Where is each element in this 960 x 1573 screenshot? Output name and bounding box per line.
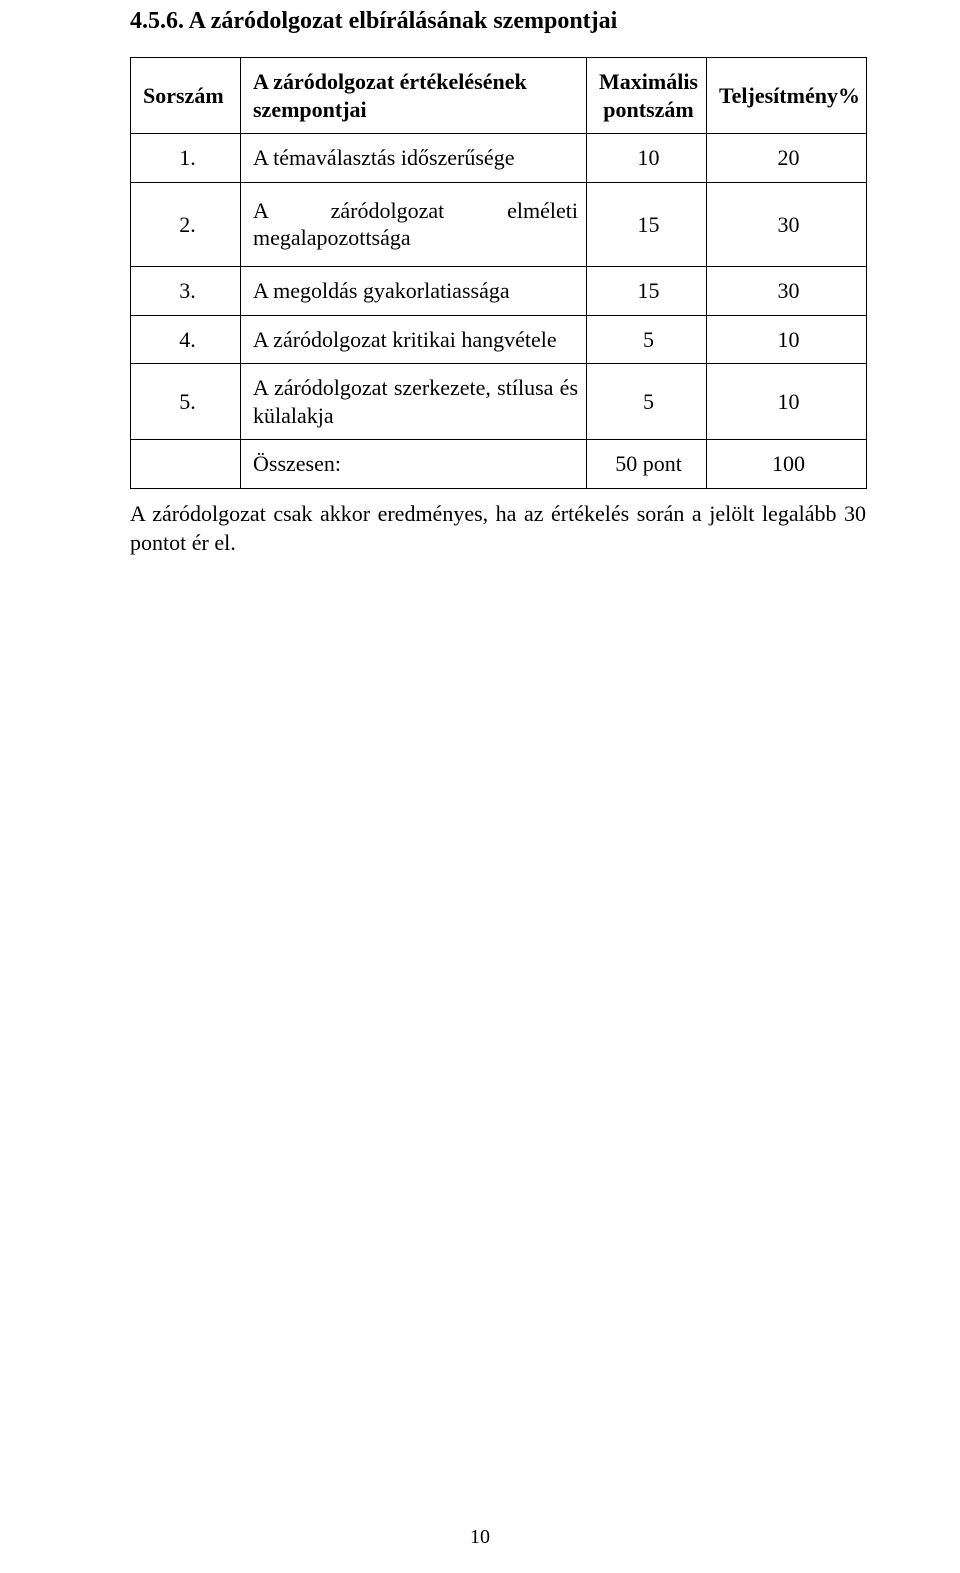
cell-label: Összesen:: [241, 440, 587, 489]
cell-n: 3.: [131, 267, 241, 316]
cell-label: A záródolgozat elméleti megalapozottsága: [241, 182, 587, 267]
cell-telj: 100: [707, 440, 867, 489]
cell-label: A témaválasztás időszerűsége: [241, 134, 587, 183]
cell-label: A záródolgozat szerkezete, stílusa és kü…: [241, 364, 587, 440]
table-row: 4. A záródolgozat kritikai hangvétele 5 …: [131, 315, 867, 364]
cell-telj: 10: [707, 315, 867, 364]
page: 4.5.6. A záródolgozat elbírálásának szem…: [0, 8, 960, 1573]
col-sorszam: Sorszám: [131, 58, 241, 134]
table-row: 5. A záródolgozat szerkezete, stílusa és…: [131, 364, 867, 440]
page-number: 10: [0, 1526, 960, 1549]
cell-n: [131, 440, 241, 489]
cell-max: 15: [587, 182, 707, 267]
col-telj: Teljesítmény%: [707, 58, 867, 134]
cell-n: 1.: [131, 134, 241, 183]
cell-max: 5: [587, 315, 707, 364]
cell-telj: 30: [707, 182, 867, 267]
table-row: 2. A záródolgozat elméleti megalapozotts…: [131, 182, 867, 267]
table-row-total: Összesen: 50 pont 100: [131, 440, 867, 489]
col-max: Maximális pontszám: [587, 58, 707, 134]
cell-max: 5: [587, 364, 707, 440]
cell-n: 4.: [131, 315, 241, 364]
section-heading: 4.5.6. A záródolgozat elbírálásának szem…: [130, 8, 866, 35]
cell-n: 2.: [131, 182, 241, 267]
cell-max: 50 pont: [587, 440, 707, 489]
cell-n: 5.: [131, 364, 241, 440]
col-szempont: A záródolgozat értékelésének szempontjai: [241, 58, 587, 134]
cell-telj: 30: [707, 267, 867, 316]
cell-telj: 10: [707, 364, 867, 440]
table-row: 3. A megoldás gyakorlatiassága 15 30: [131, 267, 867, 316]
cell-max: 10: [587, 134, 707, 183]
summary-text: A záródolgozat csak akkor eredményes, ha…: [130, 499, 866, 558]
cell-max: 15: [587, 267, 707, 316]
cell-telj: 20: [707, 134, 867, 183]
cell-label: A megoldás gyakorlatiassága: [241, 267, 587, 316]
table-row: 1. A témaválasztás időszerűsége 10 20: [131, 134, 867, 183]
table-header-row: Sorszám A záródolgozat értékelésének sze…: [131, 58, 867, 134]
cell-label: A záródolgozat kritikai hangvétele: [241, 315, 587, 364]
criteria-table: Sorszám A záródolgozat értékelésének sze…: [130, 57, 867, 489]
